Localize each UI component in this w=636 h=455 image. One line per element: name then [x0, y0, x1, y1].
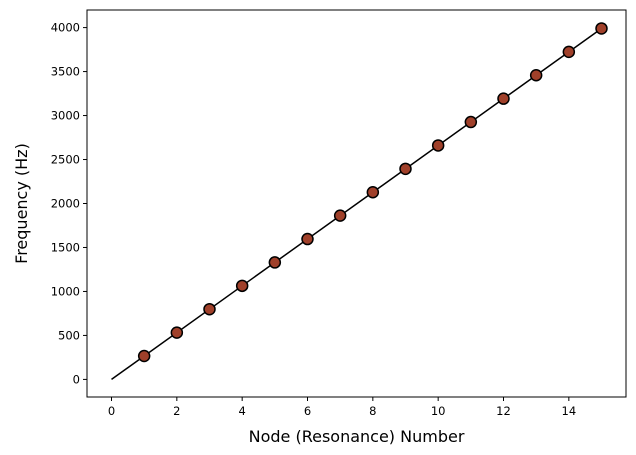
data-point — [529, 69, 543, 82]
x-tick-label: 8 — [369, 404, 376, 418]
y-axis-title: Frequency (Hz) — [12, 143, 31, 264]
data-point — [203, 302, 216, 316]
x-axis-title: Node (Resonance) Number — [249, 427, 465, 446]
data-point — [301, 232, 314, 246]
x-tick-label: 4 — [239, 404, 246, 418]
data-point — [170, 326, 184, 339]
data-point — [431, 139, 445, 152]
data-point — [464, 115, 478, 129]
y-tick-label: 1500 — [51, 240, 80, 254]
data-point — [497, 92, 510, 105]
x-tick-label: 10 — [431, 404, 446, 418]
x-tick-label: 12 — [496, 404, 511, 418]
data-point — [268, 256, 282, 269]
plot-area — [111, 22, 608, 381]
data-point — [366, 185, 380, 199]
data-point — [235, 279, 249, 293]
y-tick-label: 3000 — [51, 109, 80, 123]
x-tick-label: 0 — [108, 404, 115, 418]
data-point — [399, 162, 412, 176]
y-tick-label: 4000 — [51, 21, 80, 35]
data-point — [595, 22, 608, 35]
y-tick-label: 3500 — [51, 65, 80, 79]
x-tick-label: 6 — [304, 404, 311, 418]
axes: 0 2 4 6 8 10 12 14 0 500 1000 1500 2000 2500 3000 3500 4… — [51, 9, 627, 418]
x-tick-label: 2 — [173, 404, 180, 418]
data-point — [333, 209, 347, 222]
y-tick-label: 2000 — [51, 197, 80, 211]
data-point — [562, 45, 576, 59]
data-point — [137, 349, 151, 363]
y-tick-label: 0 — [73, 372, 80, 386]
fit-line — [111, 27, 602, 381]
x-tick-label: 14 — [562, 404, 577, 418]
y-tick-label: 500 — [58, 328, 80, 342]
y-tick-label: 1000 — [51, 284, 80, 298]
y-tick-label: 2500 — [51, 153, 80, 167]
